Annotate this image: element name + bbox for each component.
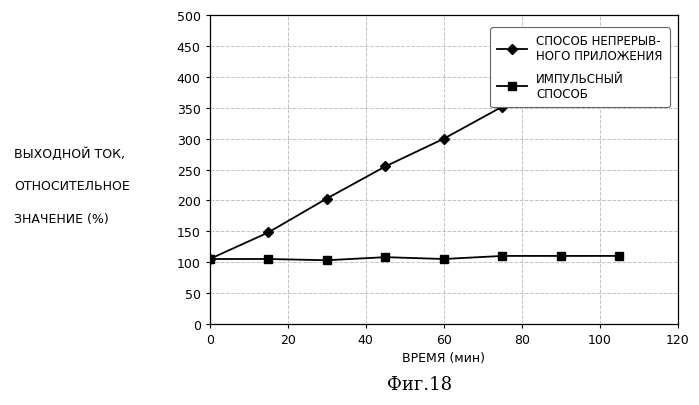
ИМПУЛЬСНЫЙ
СПОСОБ <box>381 255 389 260</box>
ИМПУЛЬСНЫЙ
СПОСОБ <box>615 254 624 259</box>
Text: ОТНОСИТЕЛЬНОЕ: ОТНОСИТЕЛЬНОЕ <box>14 180 130 193</box>
Line: ИМПУЛЬСНЫЙ
СПОСОБ: ИМПУЛЬСНЫЙ СПОСОБ <box>206 252 624 264</box>
СПОСОБ НЕПРЕРЫВ-
НОГО ПРИЛОЖЕНИЯ <box>498 105 507 110</box>
СПОСОБ НЕПРЕРЫВ-
НОГО ПРИЛОЖЕНИЯ <box>556 86 565 91</box>
ИМПУЛЬСНЫЙ
СПОСОБ <box>498 254 507 259</box>
СПОСОБ НЕПРЕРЫВ-
НОГО ПРИЛОЖЕНИЯ <box>264 230 273 235</box>
СПОСОБ НЕПРЕРЫВ-
НОГО ПРИЛОЖЕНИЯ <box>322 196 331 201</box>
СПОСОБ НЕПРЕРЫВ-
НОГО ПРИЛОЖЕНИЯ <box>440 137 448 142</box>
СПОСОБ НЕПРЕРЫВ-
НОГО ПРИЛОЖЕНИЯ <box>206 257 214 262</box>
СПОСОБ НЕПРЕРЫВ-
НОГО ПРИЛОЖЕНИЯ <box>381 164 389 169</box>
Text: ВЫХОДНОЙ ТОК,: ВЫХОДНОЙ ТОК, <box>14 147 125 161</box>
Line: СПОСОБ НЕПРЕРЫВ-
НОГО ПРИЛОЖЕНИЯ: СПОСОБ НЕПРЕРЫВ- НОГО ПРИЛОЖЕНИЯ <box>206 55 624 263</box>
Text: ЗНАЧЕНИЕ (%): ЗНАЧЕНИЕ (%) <box>14 212 109 225</box>
Text: Фиг.18: Фиг.18 <box>387 375 452 393</box>
ИМПУЛЬСНЫЙ
СПОСОБ <box>264 257 273 262</box>
ИМПУЛЬСНЫЙ
СПОСОБ <box>206 257 214 262</box>
СПОСОБ НЕПРЕРЫВ-
НОГО ПРИЛОЖЕНИЯ <box>615 57 624 62</box>
ИМПУЛЬСНЫЙ
СПОСОБ <box>322 258 331 263</box>
ИМПУЛЬСНЫЙ
СПОСОБ <box>440 257 448 262</box>
ИМПУЛЬСНЫЙ
СПОСОБ <box>556 254 565 259</box>
X-axis label: ВРЕМЯ (мин): ВРЕМЯ (мин) <box>403 352 485 365</box>
Legend: СПОСОБ НЕПРЕРЫВ-
НОГО ПРИЛОЖЕНИЯ, ИМПУЛЬСНЫЙ
СПОСОБ: СПОСОБ НЕПРЕРЫВ- НОГО ПРИЛОЖЕНИЯ, ИМПУЛЬ… <box>490 28 670 108</box>
